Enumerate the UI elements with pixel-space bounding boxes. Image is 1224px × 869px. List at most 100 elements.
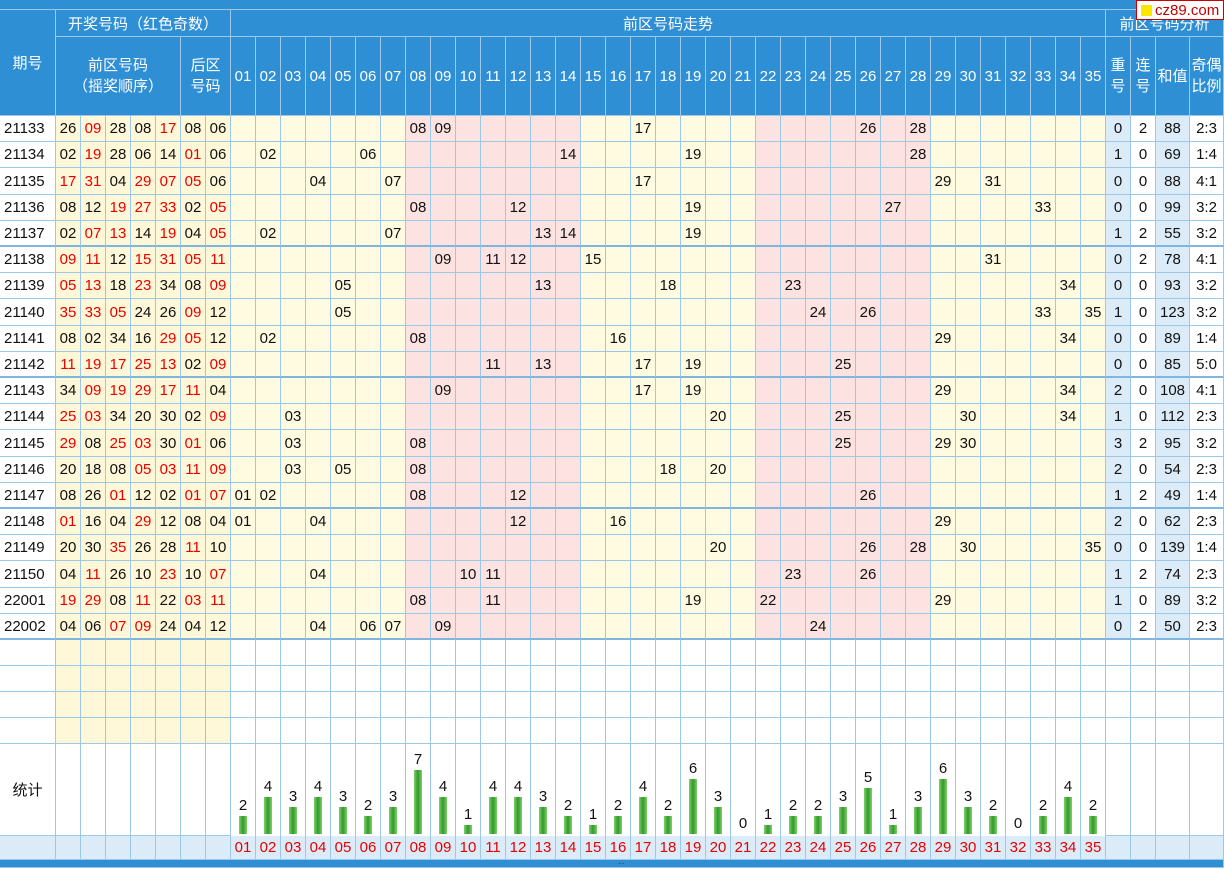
trend-cell: [1081, 168, 1106, 195]
blank-trend: [1006, 692, 1031, 718]
blank-trend: [531, 640, 556, 666]
blank-trend: [781, 692, 806, 718]
trend-cell: [706, 483, 731, 509]
axis-blank: [131, 836, 156, 860]
trend-hit: 23: [781, 561, 806, 588]
trend-cell: [1056, 483, 1081, 509]
blank-trend: [806, 666, 831, 692]
trend-cell: [656, 116, 681, 142]
blank-trend: [381, 718, 406, 744]
trend-cell: [531, 430, 556, 457]
trend-cell: [981, 221, 1006, 247]
trend-col-header: 18: [656, 37, 681, 116]
trend-cell: [331, 430, 356, 457]
trend-cell: [606, 378, 631, 404]
trend-hit: 04: [306, 561, 331, 588]
front-number: 04: [56, 614, 81, 640]
blank-trend: [1006, 640, 1031, 666]
trend-cell: [1056, 142, 1081, 168]
back-number: 07: [206, 483, 231, 509]
stats-bar: [439, 797, 447, 834]
trend-hit: 17: [631, 352, 656, 378]
trend-cell: [1056, 509, 1081, 535]
front-number: 11: [56, 352, 81, 378]
trend-hit: 02: [256, 483, 281, 509]
stats-count: 2: [788, 797, 798, 814]
trend-col-header: 03: [281, 37, 306, 116]
stats-bar: [864, 788, 872, 834]
analysis-sum: 89: [1156, 326, 1190, 352]
site-logo[interactable]: cz89.com: [1136, 0, 1224, 20]
trend-cell: [1056, 116, 1081, 142]
stats-count: 6: [688, 760, 698, 777]
blank-trend: [606, 666, 631, 692]
stats-bar-cell: 3: [956, 744, 981, 836]
trend-cell: [456, 299, 481, 326]
front-number: 29: [131, 168, 156, 195]
trend-cell: [581, 168, 606, 195]
trend-cell: [706, 326, 731, 352]
blank-analysis: [1106, 640, 1131, 666]
header-consecutive-part: 号: [1135, 78, 1151, 95]
trend-hit: 24: [806, 299, 831, 326]
trend-cell: [831, 273, 856, 299]
trend-hit: 14: [556, 142, 581, 168]
stats-blank: [206, 744, 231, 836]
trend-cell: [681, 535, 706, 561]
analysis-sum: 54: [1156, 457, 1190, 483]
blank-trend: [681, 666, 706, 692]
trend-cell: [331, 378, 356, 404]
trend-cell: [281, 614, 306, 640]
trend-cell: [456, 535, 481, 561]
trend-cell: [256, 195, 281, 221]
trend-cell: [831, 195, 856, 221]
trend-cell: [531, 168, 556, 195]
analysis-repeat: 1: [1106, 142, 1131, 168]
trend-cell: [906, 326, 931, 352]
trend-cell: [806, 483, 831, 509]
trend-cell: [756, 483, 781, 509]
front-number: 18: [106, 273, 131, 299]
trend-hit: 19: [681, 221, 706, 247]
back-number: 08: [181, 509, 206, 535]
trend-cell: [606, 561, 631, 588]
front-number: 08: [106, 457, 131, 483]
analysis-ratio: 1:4: [1190, 483, 1224, 509]
trend-cell: [481, 378, 506, 404]
trend-cell: [331, 142, 356, 168]
stats-bar: [914, 807, 922, 834]
blank-trend: [581, 640, 606, 666]
blank-trend: [281, 718, 306, 744]
trend-cell: [456, 195, 481, 221]
back-number: 01: [181, 430, 206, 457]
stats-bar: [939, 779, 947, 834]
trend-cell: [356, 561, 381, 588]
trend-cell: [281, 168, 306, 195]
trend-cell: [456, 457, 481, 483]
trend-cell: [606, 457, 631, 483]
trend-hit: 08: [406, 326, 431, 352]
trend-cell: [1006, 561, 1031, 588]
trend-cell: [731, 509, 756, 535]
trend-cell: [356, 168, 381, 195]
trend-cell: [631, 535, 656, 561]
trend-cell: [381, 273, 406, 299]
trend-hit: 06: [356, 614, 381, 640]
back-number: 02: [181, 404, 206, 430]
trend-cell: [556, 352, 581, 378]
trend-cell: [356, 404, 381, 430]
back-number: 08: [181, 116, 206, 142]
trend-hit: 29: [931, 588, 956, 614]
blank-trend: [956, 666, 981, 692]
front-number: 17: [156, 116, 181, 142]
trend-cell: [931, 404, 956, 430]
front-number: 09: [81, 378, 106, 404]
row-period: 21147: [0, 483, 56, 509]
trend-cell: [456, 247, 481, 273]
bottom-strip: [0, 860, 1224, 868]
trend-cell: [681, 168, 706, 195]
trend-hit: 27: [881, 195, 906, 221]
blank-draw: [156, 640, 181, 666]
front-number: 05: [56, 273, 81, 299]
stats-bar-cell: 1: [881, 744, 906, 836]
